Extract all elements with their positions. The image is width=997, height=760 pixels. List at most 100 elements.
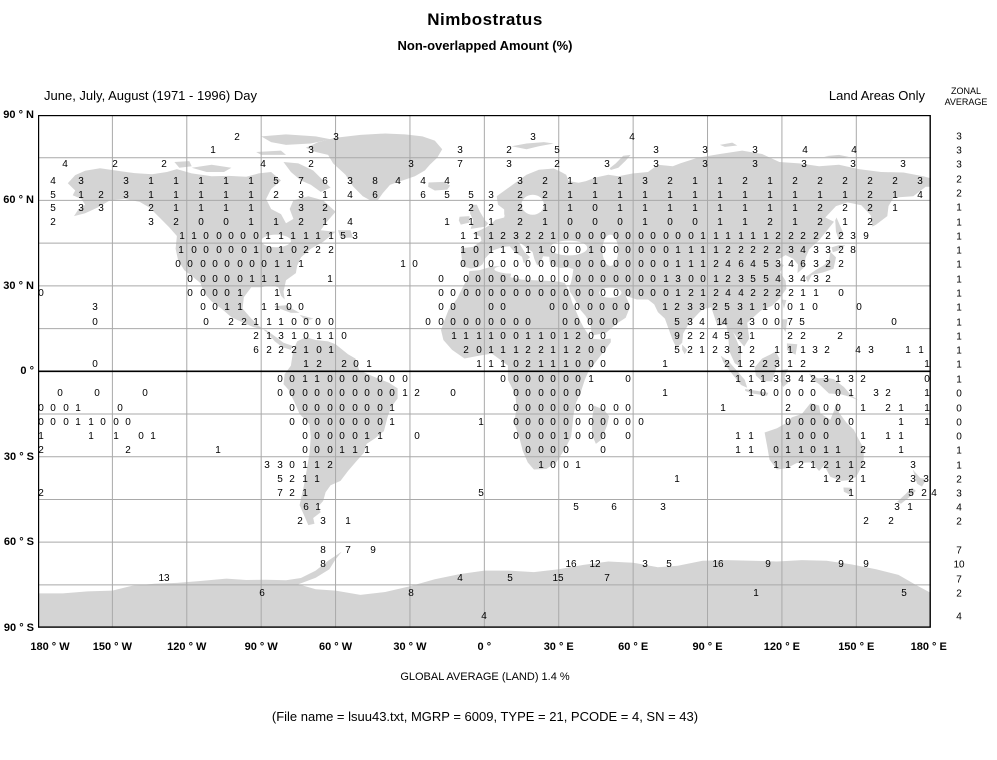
grid-value: 3 bbox=[148, 217, 154, 228]
grid-value: 2 bbox=[38, 445, 44, 456]
grid-value: 3 bbox=[917, 176, 923, 187]
grid-value: 6 bbox=[420, 190, 426, 201]
grid-value: 1 bbox=[748, 431, 754, 442]
grid-value: 1 bbox=[774, 345, 780, 356]
grid-value: 4 bbox=[395, 176, 401, 187]
grid-value: 13 bbox=[158, 573, 170, 584]
grid-value: 3 bbox=[408, 159, 414, 170]
grid-value: 0 bbox=[574, 302, 580, 313]
zonal-average-value: 1 bbox=[956, 288, 962, 300]
grid-value: 1 bbox=[563, 431, 569, 442]
grid-value: 3 bbox=[347, 176, 353, 187]
grid-value: 0 bbox=[303, 331, 309, 342]
grid-value: 0 bbox=[574, 317, 580, 328]
grid-value: 0 bbox=[525, 317, 531, 328]
grid-value: 0 bbox=[787, 302, 793, 313]
zonal-average-value: 3 bbox=[956, 488, 962, 500]
grid-value: 0 bbox=[289, 388, 295, 399]
grid-value: 0 bbox=[513, 259, 519, 270]
grid-value: 0 bbox=[588, 345, 594, 356]
grid-value: 14 bbox=[716, 317, 728, 328]
grid-value: 2 bbox=[800, 231, 806, 242]
grid-value: 0 bbox=[473, 245, 479, 256]
grid-value: 0 bbox=[216, 231, 222, 242]
grid-value: 0 bbox=[550, 274, 556, 285]
grid-value: 2 bbox=[842, 176, 848, 187]
grid-value: 3 bbox=[873, 388, 879, 399]
grid-value: 0 bbox=[538, 417, 544, 428]
grid-value: 2 bbox=[785, 403, 791, 414]
grid-value: 0 bbox=[125, 417, 131, 428]
grid-value: 1 bbox=[563, 359, 569, 370]
grid-value: 1 bbox=[538, 359, 544, 370]
grid-value: 0 bbox=[203, 245, 209, 256]
grid-value: 2 bbox=[517, 190, 523, 201]
grid-value: 0 bbox=[563, 374, 569, 385]
grid-value: 3 bbox=[660, 502, 666, 513]
grid-value: 1 bbox=[500, 245, 506, 256]
grid-value: 2 bbox=[303, 245, 309, 256]
landmass bbox=[835, 217, 843, 241]
grid-value: 0 bbox=[587, 302, 593, 313]
grid-value: 1 bbox=[253, 317, 259, 328]
grid-value: 1 bbox=[302, 460, 308, 471]
grid-value: 2 bbox=[763, 245, 769, 256]
zonal-average-value: 2 bbox=[956, 174, 962, 186]
grid-value: 5 bbox=[444, 190, 450, 201]
grid-value: 6 bbox=[259, 588, 265, 599]
grid-value: 0 bbox=[352, 417, 358, 428]
landmass bbox=[191, 164, 232, 172]
grid-value: 1 bbox=[737, 345, 743, 356]
grid-value: 0 bbox=[550, 417, 556, 428]
coverage-label: Land Areas Only bbox=[828, 88, 925, 103]
grid-value: 0 bbox=[38, 403, 44, 414]
grid-value: 1 bbox=[286, 288, 292, 299]
grid-value: 4 bbox=[347, 190, 353, 201]
grid-value: 1 bbox=[550, 345, 556, 356]
grid-value: 0 bbox=[692, 217, 698, 228]
grid-value: 1 bbox=[737, 359, 743, 370]
water-body bbox=[494, 264, 539, 274]
grid-value: 0 bbox=[592, 217, 598, 228]
grid-value: 2 bbox=[867, 203, 873, 214]
grid-value: 1 bbox=[792, 217, 798, 228]
grid-value: 0 bbox=[550, 245, 556, 256]
grid-value: 1 bbox=[713, 231, 719, 242]
grid-value: 1 bbox=[389, 417, 395, 428]
grid-value: 4 bbox=[798, 374, 804, 385]
lat-tick-label: 90 ° S bbox=[3, 621, 34, 634]
grid-value: 1 bbox=[700, 231, 706, 242]
grid-value: 1 bbox=[785, 460, 791, 471]
grid-value: 3 bbox=[320, 516, 326, 527]
grid-value: 1 bbox=[662, 302, 668, 313]
grid-value: 0 bbox=[473, 259, 479, 270]
grid-value: 0 bbox=[302, 417, 308, 428]
zonal-average-value: 2 bbox=[956, 516, 962, 528]
grid-value: 8 bbox=[320, 559, 326, 570]
landmass bbox=[256, 150, 286, 155]
grid-value: 2 bbox=[788, 231, 794, 242]
grid-value: 0 bbox=[212, 259, 218, 270]
landmass bbox=[273, 305, 300, 313]
grid-value: 0 bbox=[488, 288, 494, 299]
grid-value: 5 bbox=[908, 488, 914, 499]
grid-value: 1 bbox=[248, 217, 254, 228]
grid-value: 1 bbox=[460, 231, 466, 242]
grid-value: 1 bbox=[792, 190, 798, 201]
grid-value: 0 bbox=[600, 403, 606, 414]
grid-value: 4 bbox=[699, 317, 705, 328]
grid-value: 0 bbox=[187, 274, 193, 285]
grid-value: 0 bbox=[438, 288, 444, 299]
grid-value: 0 bbox=[588, 288, 594, 299]
grid-value: 1 bbox=[215, 445, 221, 456]
grid-value: 1 bbox=[88, 417, 94, 428]
grid-value: 0 bbox=[327, 403, 333, 414]
landmass bbox=[831, 245, 846, 253]
grid-value: 0 bbox=[339, 374, 345, 385]
grid-value: 0 bbox=[513, 288, 519, 299]
landmass bbox=[764, 402, 864, 481]
grid-value: 0 bbox=[463, 288, 469, 299]
grid-value: 0 bbox=[891, 317, 897, 328]
grid-value: 8 bbox=[320, 545, 326, 556]
grid-value: 12 bbox=[589, 559, 601, 570]
